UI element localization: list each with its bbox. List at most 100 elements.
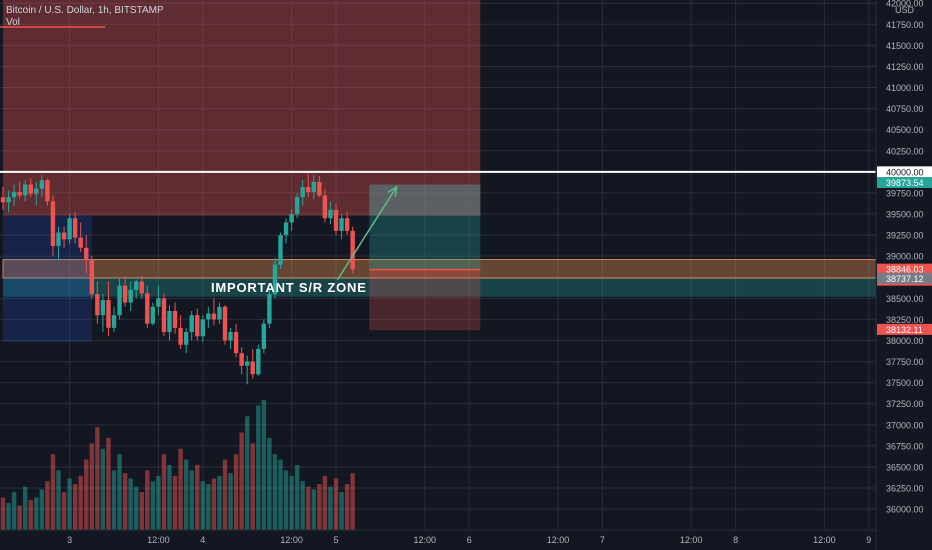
volume-bar	[256, 405, 261, 530]
price-label-badge[interactable]	[877, 166, 932, 178]
candle-body[interactable]	[350, 230, 355, 270]
volume-indicator-label[interactable]: Vol	[6, 17, 20, 28]
price-label-badge[interactable]	[877, 323, 932, 335]
candle-body[interactable]	[167, 310, 172, 333]
volume-bar	[67, 478, 72, 530]
candle-body[interactable]	[267, 294, 272, 324]
candle-body[interactable]	[50, 201, 56, 247]
volume-bar	[306, 486, 311, 530]
candle-body[interactable]	[283, 222, 289, 236]
candle-body[interactable]	[84, 247, 89, 261]
volume-bar	[72, 483, 78, 530]
candle-body[interactable]	[150, 306, 156, 324]
volume-bar	[222, 459, 228, 530]
zone-red-box-top[interactable]	[3, 0, 481, 216]
candle-body[interactable]	[172, 310, 178, 328]
volume-bar	[350, 473, 355, 530]
drawing-zones[interactable]	[2, 0, 877, 343]
drawing-overlays[interactable]	[0, 26, 876, 281]
candle-body[interactable]	[161, 298, 167, 333]
candle-body[interactable]	[195, 315, 200, 337]
price-tick-label: 40750.00	[886, 104, 924, 114]
candle-body[interactable]	[306, 187, 311, 193]
candle-body[interactable]	[128, 289, 133, 303]
candle-body[interactable]	[156, 298, 161, 307]
candle-body[interactable]	[111, 315, 117, 328]
price-tick-label: 40250.00	[886, 146, 924, 156]
candle-body[interactable]	[122, 285, 128, 303]
candle-body[interactable]	[333, 209, 339, 231]
candle-body[interactable]	[117, 285, 122, 316]
price-label-badge[interactable]	[877, 177, 932, 189]
candle-body[interactable]	[23, 184, 28, 196]
candle-body[interactable]	[245, 361, 250, 366]
volume-bar	[50, 454, 56, 530]
price-tick-label: 38000.00	[886, 336, 924, 346]
volume-bar	[206, 483, 211, 530]
volume-bar	[328, 486, 333, 530]
volume-bar	[167, 465, 172, 530]
candle-body[interactable]	[61, 232, 67, 240]
candle-body[interactable]	[228, 332, 233, 341]
candle-body[interactable]	[95, 294, 100, 316]
time-axis[interactable]: 3 12:00 4 12:00 5 12:00 6 12:00 7 12:00 8 12:00 9	[0, 529, 876, 545]
candle-body[interactable]	[256, 348, 261, 375]
price-tick-label: 42000.00	[886, 0, 924, 9]
price-label-badge[interactable]	[877, 272, 932, 284]
candle-body[interactable]	[34, 188, 39, 194]
price-axis[interactable]: 42000.00 41750.00 41500.00 41250.00 41000.00…	[875, 0, 932, 550]
candle-body[interactable]	[56, 232, 61, 247]
candle-body[interactable]	[278, 235, 283, 265]
candle-body[interactable]	[178, 327, 183, 345]
candle-body[interactable]	[106, 300, 111, 328]
candle-body[interactable]	[28, 184, 33, 194]
candle-body[interactable]	[317, 181, 322, 196]
zone-target-upper[interactable]	[369, 184, 481, 216]
candle-body[interactable]	[89, 260, 94, 295]
candle-body[interactable]	[344, 218, 350, 231]
candle-body[interactable]	[328, 209, 333, 219]
sr-zone-label[interactable]: IMPORTANT S/R ZONE	[211, 280, 367, 295]
zone-green-sr-lower[interactable]	[3, 278, 876, 297]
candle-body[interactable]	[206, 313, 211, 320]
candle-body[interactable]	[222, 306, 228, 341]
candle-body[interactable]	[78, 237, 83, 248]
candle-body[interactable]	[100, 300, 106, 316]
candle-body[interactable]	[294, 197, 300, 215]
volume-bar	[233, 454, 239, 530]
candle-body[interactable]	[45, 180, 50, 202]
candle-body[interactable]	[72, 218, 78, 238]
candle-body[interactable]	[67, 218, 72, 240]
candle-body[interactable]	[145, 293, 150, 324]
projection-arrow[interactable]	[336, 186, 398, 281]
candle-body[interactable]	[139, 281, 144, 294]
candle-body[interactable]	[300, 187, 305, 198]
candle-body[interactable]	[189, 315, 194, 333]
candle-body[interactable]	[211, 313, 217, 320]
candle-body[interactable]	[272, 264, 278, 295]
candle-body[interactable]	[17, 192, 22, 196]
volume-bar	[333, 478, 339, 530]
candle-body[interactable]	[311, 181, 316, 193]
candle-body[interactable]	[39, 180, 45, 189]
zone-position-stop[interactable]	[369, 269, 481, 331]
candle-body[interactable]	[322, 195, 328, 219]
candle-body[interactable]	[6, 197, 11, 203]
candle-body[interactable]	[217, 306, 222, 320]
candle-body[interactable]	[289, 214, 294, 223]
zone-position-target[interactable]	[369, 184, 481, 270]
candle-body[interactable]	[183, 332, 189, 345]
candle-body[interactable]	[11, 192, 17, 198]
candle-body[interactable]	[261, 323, 267, 349]
candle-body[interactable]	[250, 361, 255, 375]
candle-body[interactable]	[134, 281, 139, 290]
candle-body[interactable]	[233, 332, 239, 354]
candle-body[interactable]	[239, 353, 244, 366]
candle-body[interactable]	[339, 218, 344, 231]
candle-body[interactable]	[0, 197, 6, 203]
candle-body[interactable]	[200, 319, 205, 337]
symbol-title[interactable]: Bitcoin / U.S. Dollar, 1h, BITSTAMP	[6, 5, 164, 16]
candlestick-series[interactable]	[0, 173, 355, 385]
zone-blue-band-left[interactable]	[3, 215, 92, 343]
